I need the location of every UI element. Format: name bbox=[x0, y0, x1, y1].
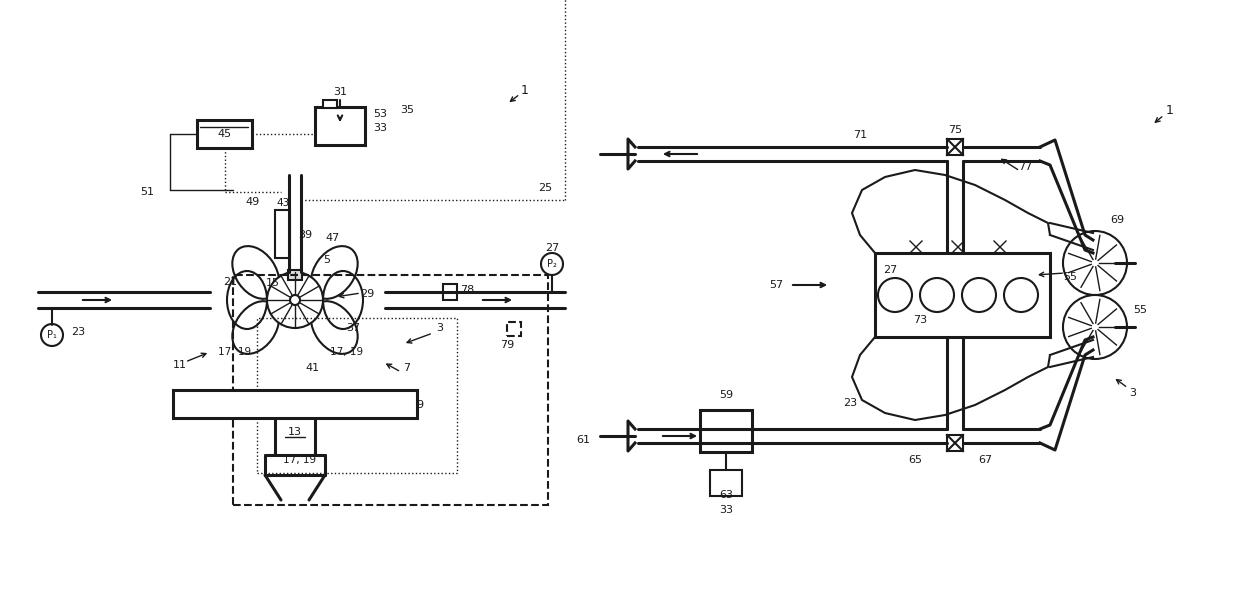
Text: 37: 37 bbox=[346, 323, 360, 333]
Bar bbox=[315, 107, 365, 145]
Circle shape bbox=[41, 324, 63, 346]
Text: 67: 67 bbox=[978, 455, 992, 465]
Text: 35: 35 bbox=[401, 105, 414, 115]
Text: 17, 19: 17, 19 bbox=[218, 347, 252, 357]
Text: 3: 3 bbox=[436, 323, 444, 333]
Text: 21: 21 bbox=[223, 277, 237, 287]
Text: 29: 29 bbox=[360, 289, 374, 299]
Bar bbox=[233, 275, 548, 505]
Text: P₂: P₂ bbox=[547, 259, 557, 269]
Text: 13: 13 bbox=[288, 427, 303, 437]
Text: 77: 77 bbox=[1018, 162, 1032, 172]
Bar bbox=[197, 120, 252, 148]
Bar bbox=[275, 210, 290, 258]
Text: 41: 41 bbox=[306, 363, 320, 373]
Text: 23: 23 bbox=[843, 398, 857, 408]
Text: 69: 69 bbox=[1110, 215, 1125, 225]
Text: 11: 11 bbox=[174, 360, 187, 370]
Bar bbox=[288, 270, 303, 280]
Text: 65: 65 bbox=[908, 455, 923, 465]
Text: 7: 7 bbox=[403, 363, 410, 373]
Text: 25: 25 bbox=[538, 183, 552, 193]
Text: 51: 51 bbox=[140, 187, 154, 197]
Circle shape bbox=[1004, 278, 1038, 312]
Text: 75: 75 bbox=[947, 125, 962, 135]
Bar bbox=[711, 470, 742, 496]
Text: 1: 1 bbox=[1166, 104, 1174, 116]
Text: 33: 33 bbox=[373, 123, 387, 133]
Bar bbox=[443, 284, 458, 300]
Text: 17, 19: 17, 19 bbox=[284, 455, 316, 465]
Bar bbox=[174, 390, 417, 418]
Text: 17, 19: 17, 19 bbox=[330, 347, 363, 357]
Text: 39: 39 bbox=[298, 230, 312, 240]
Bar bbox=[875, 253, 1050, 337]
Text: 79: 79 bbox=[500, 340, 515, 350]
Text: 27: 27 bbox=[883, 265, 897, 275]
Text: 55: 55 bbox=[1063, 272, 1078, 282]
Circle shape bbox=[962, 278, 996, 312]
Text: 23: 23 bbox=[71, 327, 86, 337]
Text: 5: 5 bbox=[324, 255, 331, 265]
Circle shape bbox=[920, 278, 954, 312]
Text: 1: 1 bbox=[521, 83, 529, 97]
Text: 73: 73 bbox=[913, 315, 928, 325]
Text: 47: 47 bbox=[326, 233, 340, 243]
Text: 55: 55 bbox=[1133, 305, 1147, 315]
Text: 3: 3 bbox=[1130, 388, 1137, 398]
Text: 57: 57 bbox=[769, 280, 784, 290]
Text: 59: 59 bbox=[719, 390, 733, 400]
Text: 31: 31 bbox=[334, 87, 347, 97]
Circle shape bbox=[267, 272, 322, 328]
Text: 9: 9 bbox=[417, 400, 424, 410]
Text: 61: 61 bbox=[577, 435, 590, 445]
Bar bbox=[701, 410, 751, 452]
Text: 15: 15 bbox=[267, 278, 280, 288]
Text: 45: 45 bbox=[218, 129, 232, 139]
Circle shape bbox=[1063, 231, 1127, 295]
Text: 78: 78 bbox=[460, 285, 474, 295]
Circle shape bbox=[878, 278, 911, 312]
Circle shape bbox=[290, 295, 300, 305]
Bar bbox=[257, 318, 458, 473]
Text: 33: 33 bbox=[719, 505, 733, 515]
Bar bbox=[947, 139, 963, 155]
Bar bbox=[507, 322, 521, 336]
Bar bbox=[947, 435, 963, 451]
Bar bbox=[322, 100, 337, 108]
Circle shape bbox=[1063, 295, 1127, 359]
Text: 53: 53 bbox=[373, 109, 387, 119]
Text: 71: 71 bbox=[853, 130, 867, 140]
Text: 49: 49 bbox=[246, 197, 260, 207]
Text: 43: 43 bbox=[277, 198, 290, 208]
Text: 27: 27 bbox=[544, 243, 559, 253]
Text: 63: 63 bbox=[719, 490, 733, 500]
Text: P₁: P₁ bbox=[47, 330, 57, 340]
Circle shape bbox=[541, 253, 563, 275]
